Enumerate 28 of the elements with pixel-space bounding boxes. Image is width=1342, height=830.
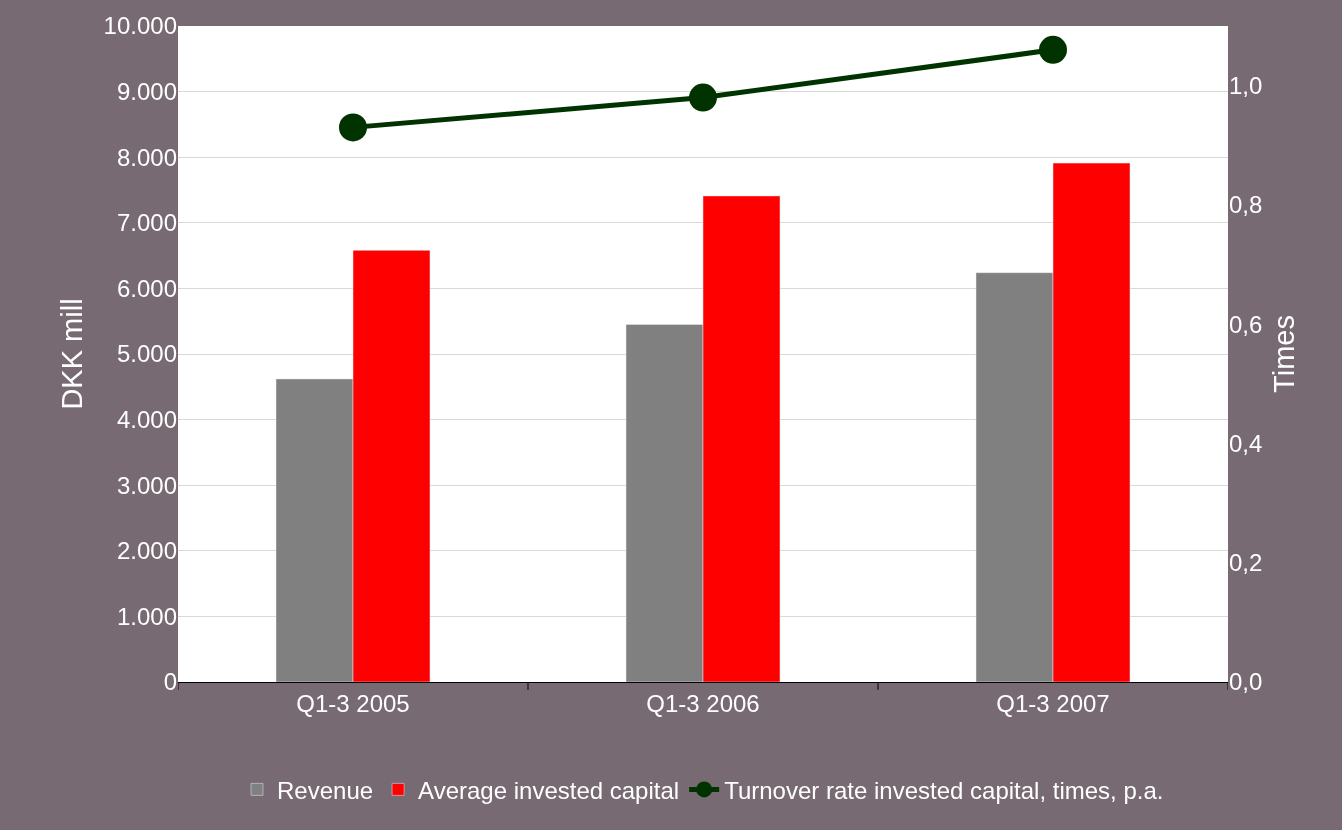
point [689, 83, 717, 112]
y-tick-label: 4.000 [116, 406, 177, 433]
legend-label: Turnover rate invested capital, times, p.a. [724, 776, 1164, 804]
y2-tick-label: 0,4 [1229, 429, 1263, 457]
y-tick-label: 5.000 [116, 340, 177, 368]
x-tick-label: Q1-3 2005 [296, 689, 410, 717]
point [339, 113, 367, 142]
y2-tick-label: 0,6 [1229, 310, 1263, 338]
y2-tick-label: 1,0 [1229, 72, 1263, 100]
y-tick-label: 8.000 [116, 143, 177, 171]
x-tick-label: Q1-3 2007 [996, 689, 1110, 717]
y-tick-label: 1.000 [116, 602, 177, 630]
y-tick-label: 0 [163, 668, 177, 696]
y2-tick-label: 0,0 [1229, 668, 1263, 696]
y-tick-label: 3.000 [116, 471, 177, 499]
y-tick-label: 6.000 [116, 274, 177, 302]
legend-label: Revenue [277, 776, 374, 804]
y2-tick-label: 0,2 [1229, 549, 1263, 577]
legend-label: Average invested capital [418, 776, 680, 804]
y-tick-label: 2.000 [116, 537, 177, 565]
y-axis-title: DKK mill [55, 298, 88, 410]
y2-tick-label: 0,8 [1229, 191, 1263, 219]
point [1039, 35, 1067, 64]
y2-axis-title: Times [1268, 315, 1301, 393]
x-tick-label: Q1-3 2006 [646, 689, 760, 717]
y-tick-label: 10.000 [103, 12, 177, 40]
y-tick-label: 7.000 [116, 209, 177, 237]
y-tick-label: 9.000 [116, 78, 177, 105]
